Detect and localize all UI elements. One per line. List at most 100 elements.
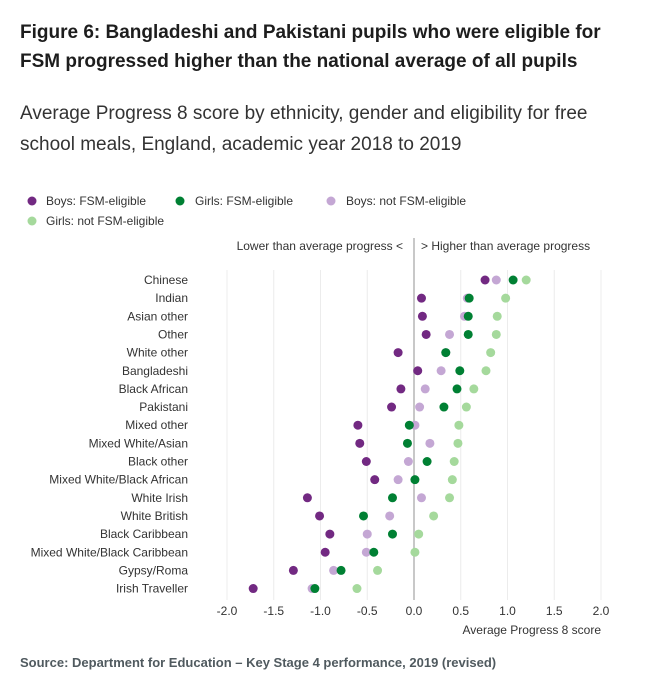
data-point-boys-fsm[interactable] bbox=[413, 366, 423, 376]
data-point-girls-not-fsm[interactable] bbox=[521, 275, 531, 285]
data-point-boys-not-fsm[interactable] bbox=[403, 457, 413, 466]
data-point-girls-fsm[interactable] bbox=[508, 275, 518, 285]
data-point-boys-fsm[interactable] bbox=[288, 565, 298, 575]
legend-item-girls-fsm[interactable]: Girls: FSM-eligible bbox=[175, 194, 294, 208]
data-point-boys-fsm[interactable] bbox=[355, 438, 365, 448]
data-point-boys-not-fsm[interactable] bbox=[445, 329, 455, 339]
category-labels: Chinese Indian Asian other Other White other… bbox=[31, 273, 189, 596]
data-point-girls-fsm[interactable] bbox=[310, 584, 320, 594]
data-point-girls-not-fsm[interactable] bbox=[491, 329, 501, 339]
data-point-boys-fsm[interactable] bbox=[320, 547, 330, 557]
x-axis-ticks: -2.0 -1.5 -1.0 -0.5 0.0 0.5 1.0 1.5 2.0 bbox=[217, 604, 610, 618]
data-point-girls-fsm[interactable] bbox=[387, 493, 397, 503]
chart-title: Figure 6: Bangladeshi and Pakistani pupi… bbox=[20, 22, 601, 72]
data-point-girls-not-fsm[interactable] bbox=[447, 475, 457, 485]
data-point-girls-not-fsm[interactable] bbox=[410, 547, 420, 557]
gridlines bbox=[226, 238, 602, 600]
data-point-boys-not-fsm[interactable] bbox=[393, 475, 403, 485]
data-point-boys-not-fsm[interactable] bbox=[415, 402, 425, 412]
legend-item-boys-not-fsm[interactable]: Boys: not FSM-eligible bbox=[326, 194, 467, 208]
data-point-girls-fsm[interactable] bbox=[404, 420, 414, 430]
category-label: Gypsy/Roma bbox=[119, 563, 189, 577]
data-point-girls-fsm[interactable] bbox=[463, 329, 473, 339]
legend-marker-boys-not-fsm bbox=[326, 196, 336, 206]
data-point-girls-not-fsm[interactable] bbox=[481, 366, 491, 376]
category-label: Pakistani bbox=[139, 400, 188, 414]
data-point-girls-fsm[interactable] bbox=[387, 529, 397, 539]
data-point-boys-not-fsm[interactable] bbox=[436, 366, 446, 376]
data-point-girls-fsm[interactable] bbox=[422, 457, 432, 466]
legend-item-girls-not-fsm[interactable]: Girls: not FSM-eligible bbox=[27, 214, 165, 228]
data-point-girls-not-fsm[interactable] bbox=[429, 511, 439, 521]
data-point-girls-not-fsm[interactable] bbox=[373, 565, 383, 575]
data-point-girls-fsm[interactable] bbox=[441, 348, 451, 358]
category-label: White other bbox=[127, 346, 188, 360]
chart-subtitle: Average Progress 8 score by ethnicity, g… bbox=[20, 103, 588, 155]
x-axis-label: Average Progress 8 score bbox=[462, 623, 601, 637]
category-label: Asian other bbox=[127, 309, 188, 323]
data-point-girls-not-fsm[interactable] bbox=[454, 420, 464, 430]
data-point-boys-fsm[interactable] bbox=[315, 511, 325, 521]
legend-label-girls-not-fsm: Girls: not FSM-eligible bbox=[46, 214, 164, 228]
data-point-boys-fsm[interactable] bbox=[421, 329, 431, 339]
data-point-girls-not-fsm[interactable] bbox=[352, 584, 362, 594]
x-tick-label: 1.5 bbox=[546, 604, 563, 618]
data-point-boys-fsm[interactable] bbox=[480, 275, 490, 285]
data-point-girls-fsm[interactable] bbox=[410, 475, 420, 485]
data-point-girls-fsm[interactable] bbox=[336, 565, 346, 575]
x-tick-label: 0.5 bbox=[452, 604, 469, 618]
data-point-girls-fsm[interactable] bbox=[369, 547, 379, 557]
category-label: Black Caribbean bbox=[100, 527, 188, 541]
category-label: Bangladeshi bbox=[122, 364, 188, 378]
data-point-boys-not-fsm[interactable] bbox=[420, 384, 430, 394]
data-point-boys-not-fsm[interactable] bbox=[362, 529, 372, 539]
data-point-boys-fsm[interactable] bbox=[370, 475, 380, 485]
data-point-boys-not-fsm[interactable] bbox=[385, 511, 395, 521]
category-label: Mixed other bbox=[125, 418, 188, 432]
data-point-boys-fsm[interactable] bbox=[302, 493, 312, 503]
legend-marker-boys-fsm bbox=[27, 196, 37, 206]
data-point-boys-not-fsm[interactable] bbox=[329, 565, 339, 575]
data-point-boys-fsm[interactable] bbox=[396, 384, 406, 394]
data-point-boys-fsm[interactable] bbox=[387, 402, 397, 412]
data-point-girls-not-fsm[interactable] bbox=[469, 384, 479, 394]
data-point-boys-not-fsm[interactable] bbox=[491, 275, 501, 285]
legend: Boys: FSM-eligible Girls: FSM-eligible B… bbox=[27, 194, 467, 228]
data-point-boys-fsm[interactable] bbox=[393, 348, 403, 358]
data-point-boys-fsm[interactable] bbox=[353, 420, 363, 430]
data-point-girls-not-fsm[interactable] bbox=[453, 438, 463, 448]
data-point-boys-fsm[interactable] bbox=[361, 457, 371, 466]
data-point-boys-fsm[interactable] bbox=[325, 529, 335, 539]
category-label: Black African bbox=[119, 382, 188, 396]
data-point-girls-fsm[interactable] bbox=[463, 311, 473, 321]
category-label: Mixed White/Black African bbox=[49, 473, 188, 487]
category-label: White Irish bbox=[131, 491, 188, 505]
data-point-girls-fsm[interactable] bbox=[464, 293, 474, 303]
category-label: Indian bbox=[155, 291, 188, 305]
data-point-boys-not-fsm[interactable] bbox=[361, 547, 371, 557]
data-point-girls-fsm[interactable] bbox=[439, 402, 449, 412]
data-point-girls-fsm[interactable] bbox=[452, 384, 462, 394]
data-point-girls-not-fsm[interactable] bbox=[486, 348, 496, 358]
data-point-girls-not-fsm[interactable] bbox=[461, 402, 471, 412]
data-point-boys-not-fsm[interactable] bbox=[425, 438, 435, 448]
x-tick-label: -1.5 bbox=[263, 604, 284, 618]
category-label: Chinese bbox=[144, 273, 188, 287]
data-point-girls-not-fsm[interactable] bbox=[492, 311, 502, 321]
data-point-girls-not-fsm[interactable] bbox=[445, 493, 455, 503]
data-point-girls-not-fsm[interactable] bbox=[501, 293, 511, 303]
data-point-boys-not-fsm[interactable] bbox=[416, 493, 426, 503]
data-points bbox=[248, 275, 531, 594]
legend-label-boys-fsm: Boys: FSM-eligible bbox=[46, 194, 146, 208]
legend-item-boys-fsm[interactable]: Boys: FSM-eligible bbox=[27, 194, 147, 208]
data-point-boys-fsm[interactable] bbox=[416, 293, 426, 303]
data-point-girls-fsm[interactable] bbox=[402, 438, 412, 448]
data-point-boys-fsm[interactable] bbox=[248, 584, 258, 594]
data-point-girls-fsm[interactable] bbox=[359, 511, 369, 521]
data-point-girls-not-fsm[interactable] bbox=[449, 457, 459, 466]
data-point-girls-fsm[interactable] bbox=[455, 366, 465, 376]
data-point-boys-fsm[interactable] bbox=[417, 311, 427, 321]
data-point-girls-not-fsm[interactable] bbox=[414, 529, 424, 539]
x-tick-label: -2.0 bbox=[217, 604, 238, 618]
x-tick-label: 0.0 bbox=[406, 604, 423, 618]
